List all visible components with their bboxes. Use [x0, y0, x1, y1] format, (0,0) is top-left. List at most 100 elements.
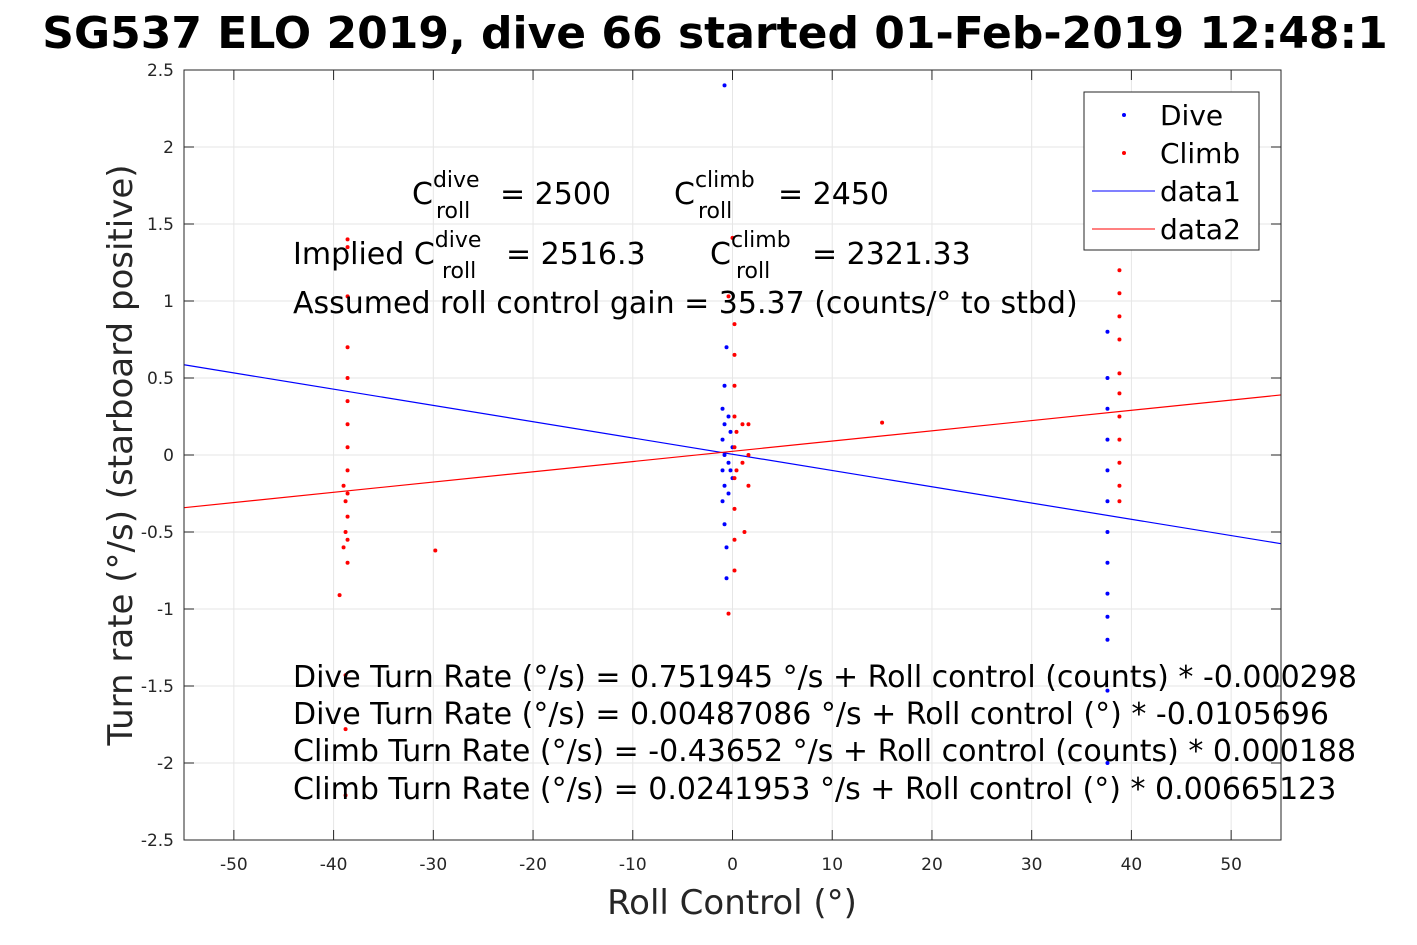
implied-climb-sub: roll [736, 259, 770, 284]
c-climb-sub: roll [698, 199, 732, 224]
climb-point [345, 376, 350, 380]
climb-point [345, 237, 350, 242]
dive-point [724, 545, 729, 550]
dive-point [728, 468, 733, 473]
climb-point [746, 453, 751, 457]
y-tick-label: 2.5 [147, 61, 174, 81]
climb-point [345, 514, 350, 519]
climb-point [732, 537, 737, 542]
dive-point [722, 383, 727, 388]
dive-point [1105, 614, 1110, 619]
climb-point [1117, 437, 1122, 442]
implied-dive-value: = 2516.3 [506, 237, 646, 272]
climb-point [341, 545, 346, 550]
climb-point [343, 499, 348, 504]
climb-point [343, 793, 348, 798]
fit-line-4: Climb Turn Rate (°/s) = 0.0241953 °/s + … [293, 772, 1336, 807]
y-tick-label: -1 [157, 600, 174, 620]
axis-ticks: -50 -40 -30 -20 -10 0 10 20 30 40 50-2.5-2-1.5-1-0… [141, 61, 1281, 875]
c-climb-base: C [674, 177, 695, 212]
legend-dive-marker [1122, 113, 1126, 117]
dive-point [1105, 688, 1110, 693]
climb-point [732, 476, 737, 481]
fit-line-1: Dive Turn Rate (°/s) = 0.751945 °/s + Ro… [293, 660, 1357, 695]
y-tick-label: 0 [163, 446, 174, 466]
legend-data2-label: data2 [1160, 213, 1241, 246]
data-points [337, 83, 1122, 798]
c-climb-sup: climb [695, 168, 755, 193]
climb-point [1117, 268, 1122, 273]
legend: Dive Climb data1 data2 [1083, 91, 1260, 251]
climb-point [345, 537, 350, 542]
climb-point [1117, 460, 1122, 465]
climb-point [345, 445, 350, 450]
climb-point [433, 548, 438, 553]
dive-point [720, 499, 725, 504]
x-tick-label: -10 [619, 855, 647, 875]
x-tick-label: 50 [1220, 855, 1242, 875]
climb-point [732, 506, 737, 511]
climb-point [1117, 337, 1122, 342]
x-tick-label: -20 [519, 855, 547, 875]
dive-point [724, 345, 729, 350]
x-tick-label: 30 [1021, 855, 1043, 875]
dive-point [1105, 329, 1110, 334]
climb-point [345, 560, 350, 565]
x-tick-label: -40 [320, 855, 348, 875]
climb-point [734, 429, 739, 434]
climb-point [746, 422, 751, 427]
x-tick-label: -50 [220, 855, 248, 875]
dive-point [720, 468, 725, 473]
c-dive-sub: roll [436, 199, 470, 224]
dive-point [1105, 437, 1110, 442]
climb-point [742, 530, 747, 534]
y-tick-label: 0.5 [147, 369, 174, 389]
dive-point [726, 414, 731, 419]
climb-point [1117, 371, 1122, 376]
climb-point [1117, 414, 1122, 419]
implied-climb-sup: climb [731, 228, 791, 253]
climb-point [732, 352, 737, 357]
dive-point [722, 83, 727, 88]
climb-point [343, 530, 348, 534]
dive-point [728, 429, 733, 434]
climb-point [732, 383, 737, 388]
climb-point [1117, 314, 1122, 319]
climb-point [1117, 391, 1122, 396]
fit-line-3: Climb Turn Rate (°/s) = -0.43652 °/s + R… [293, 734, 1356, 769]
legend-climb-label: Climb [1160, 137, 1240, 170]
dive-point [1105, 468, 1110, 473]
climb-point [732, 322, 737, 327]
dive-point [1105, 499, 1110, 504]
y-tick-label: -2 [157, 754, 174, 774]
x-axis-label: Roll Control (°) [607, 883, 857, 923]
c-dive-base: C [412, 177, 433, 212]
legend-dive-label: Dive [1160, 99, 1223, 132]
implied-prefix: Implied C [293, 237, 435, 272]
dive-point [720, 437, 725, 442]
climb-point [345, 422, 350, 427]
y-tick-label: -0.5 [141, 523, 174, 543]
climb-point [341, 483, 346, 488]
climb-point [345, 468, 350, 473]
chart-title: SG537 ELO 2019, dive 66 started 01-Feb-2… [42, 8, 1387, 59]
dive-point [722, 522, 727, 527]
x-tick-label: -30 [419, 855, 447, 875]
climb-point [730, 235, 735, 240]
y-tick-label: 1 [163, 292, 174, 312]
dive-point [1105, 761, 1110, 765]
climb-point [345, 245, 350, 250]
y-axis-label: Turn rate (°/s) (starboard positive) [101, 164, 141, 746]
climb-point [732, 414, 737, 419]
fit-line-2: Dive Turn Rate (°/s) = 0.00487086 °/s + … [293, 697, 1329, 732]
climb-point [726, 611, 731, 616]
legend-data1-label: data1 [1160, 175, 1241, 208]
dive-point [1105, 530, 1110, 534]
legend-box [1083, 91, 1260, 251]
dive-point [1105, 591, 1110, 596]
y-tick-label: -1.5 [141, 677, 174, 697]
